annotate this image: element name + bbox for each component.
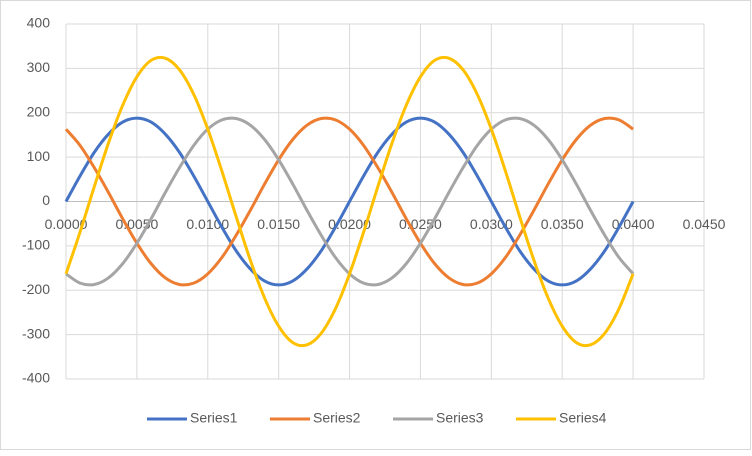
x-tick-label: 0.0350 — [541, 216, 584, 232]
y-tick-label: 200 — [27, 103, 51, 119]
series-line — [64, 55, 635, 348]
y-tick-label: -200 — [22, 281, 50, 297]
x-tick-label: 0.0000 — [45, 216, 88, 232]
y-tick-label: 400 — [27, 15, 51, 31]
legend-label: Series4 — [559, 410, 607, 426]
x-tick-label: 0.0150 — [257, 216, 300, 232]
x-tick-label: 0.0050 — [115, 216, 158, 232]
legend-label: Series1 — [190, 410, 238, 426]
y-tick-label: 100 — [27, 148, 51, 164]
y-tick-label: -400 — [22, 370, 50, 386]
x-tick-label: 0.0250 — [399, 216, 442, 232]
legend-label: Series2 — [313, 410, 361, 426]
y-tick-label: -100 — [22, 237, 50, 253]
y-tick-label: -300 — [22, 325, 50, 341]
y-tick-label: 300 — [27, 59, 51, 75]
y-tick-label: 0 — [42, 192, 50, 208]
x-tick-label: 0.0450 — [683, 216, 726, 232]
series-line — [64, 116, 634, 287]
legend-label: Series3 — [436, 410, 484, 426]
